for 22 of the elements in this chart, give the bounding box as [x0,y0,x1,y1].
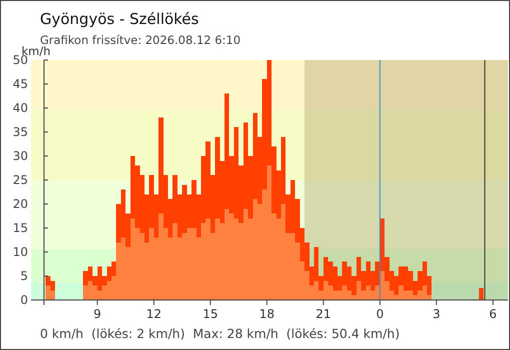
y-tick-label: 5 [20,269,28,284]
chart-subtitle: Grafikon frissítve: 2026.08.12 6:10 [40,33,241,47]
y-tick-label: 35 [12,125,28,140]
y-tick-label: 10 [12,245,28,260]
x-tick-label: 9 [94,307,102,321]
x-tick-label: 18 [259,307,275,321]
x-tick-label: 12 [146,307,162,321]
bar [478,288,484,300]
y-tick-label: 30 [12,149,28,164]
y-tick-label: 20 [12,197,28,212]
y-tick-label: 25 [12,173,28,188]
x-tick-label: 21 [316,307,332,321]
text: 0 km/h (lökés: 2 km/h) Max: 28 km/h (lökés: 50.4 km/h) [40,326,400,341]
x-tick-label: 6 [489,307,497,321]
y-tick-label: 0 [20,293,28,308]
x-tick-label: 3 [432,307,440,321]
y-tick-label: 15 [12,221,28,236]
y-tick-label: 40 [12,101,28,116]
chart-title: Gyöngyös - Széllökés [40,10,200,28]
x-tick-label: 15 [202,307,218,321]
y-tick-label: 45 [12,77,28,92]
x-tick-label: 0 [376,307,384,321]
